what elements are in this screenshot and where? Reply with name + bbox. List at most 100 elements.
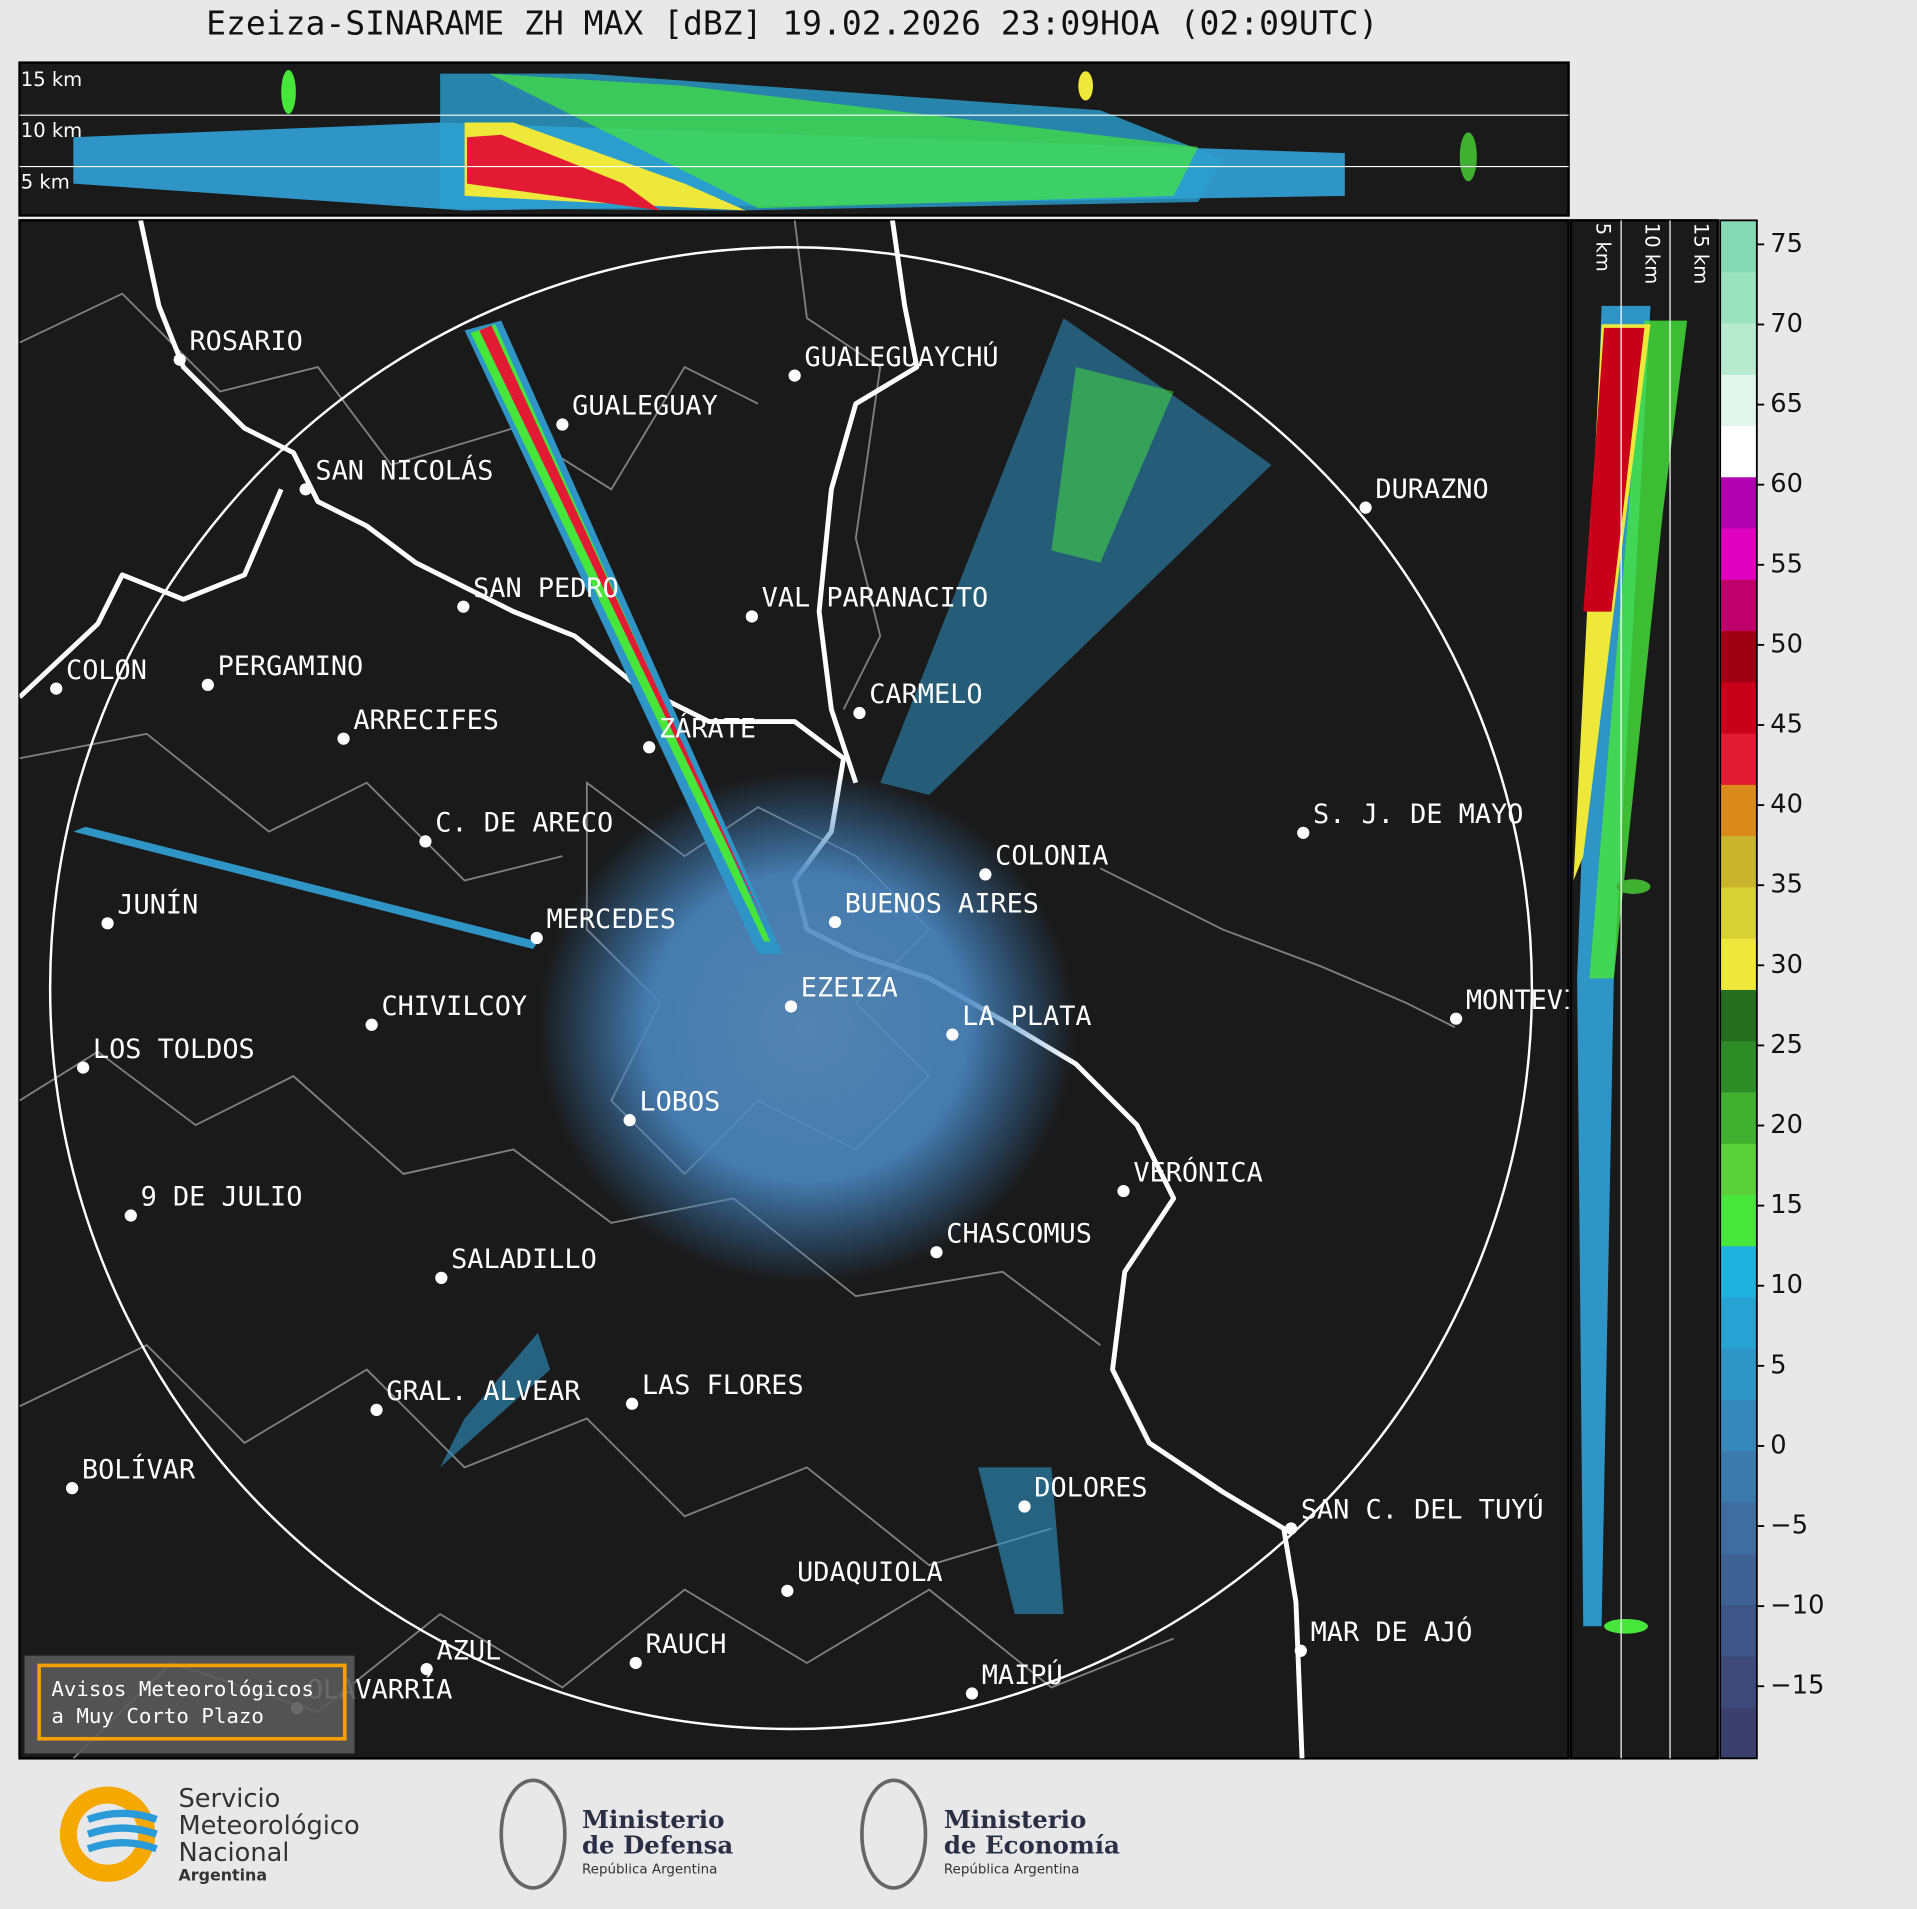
logo-text: República Argentina [582, 1861, 717, 1877]
city-label: MAR DE AJÓ [1311, 1616, 1473, 1648]
city-label: UDAQUIOLA [797, 1557, 943, 1588]
city-label: ROSARIO [189, 326, 302, 357]
city-label: MAIPÚ [982, 1659, 1063, 1691]
city-dot [979, 868, 992, 881]
colorbar-tick-label: −5 [1770, 1511, 1808, 1541]
city-dot [66, 1482, 79, 1495]
colorbar-frame [1719, 219, 1758, 1760]
colorbar-band [1720, 1245, 1757, 1298]
city-dot [853, 706, 866, 720]
colorbar-band [1720, 322, 1757, 375]
city-dot [625, 1397, 639, 1410]
logo-text: de Economía [944, 1831, 1120, 1860]
city-dot [623, 1114, 636, 1127]
colorbar-band [1720, 271, 1757, 324]
colorbar-band [1720, 784, 1757, 837]
city-label: BUENOS AIRES [845, 888, 1039, 919]
colorbar-tick-label: 60 [1770, 469, 1803, 499]
city-label: LOS TOLDOS [93, 1034, 255, 1065]
city-label: CHIVILCOY [381, 991, 527, 1022]
colorbar-band [1720, 579, 1757, 632]
city-label: EZEIZA [801, 973, 898, 1004]
city-dot [530, 931, 543, 945]
city-label: LAS FLORES [642, 1370, 804, 1401]
city-label: GUALEGUAYCHÚ [804, 341, 998, 373]
colorbar-tick-label: 25 [1770, 1030, 1803, 1060]
city-dot [965, 1687, 979, 1700]
city-label: ZÁRATE [659, 712, 756, 744]
section-label: 10 km [1641, 223, 1664, 284]
map: ROSARIO GUALEGUAYCHÚ GUALEGUAY SAN NICOLÁS D… [18, 219, 1570, 1760]
city-label: GUALEGUAY [572, 391, 718, 422]
logo-text: Ministerio [582, 1805, 724, 1834]
colorbar-tick-label: 65 [1770, 389, 1803, 419]
city-label: DOLORES [1034, 1473, 1147, 1504]
city-dot [370, 1403, 383, 1417]
colorbar-band [1720, 1194, 1757, 1247]
colorbar-tick-label: 55 [1770, 549, 1803, 579]
city-label: S. J. DE MAYO [1313, 799, 1523, 830]
city-label: RAUCH [646, 1629, 727, 1660]
city-label: SAN NICOLÁS [315, 455, 493, 487]
colorbar-tick-label: −15 [1770, 1671, 1824, 1701]
city-dot [930, 1246, 943, 1259]
city-label: SALADILLO [451, 1244, 597, 1275]
city-dot [1284, 1522, 1298, 1535]
colorbar-band [1720, 1502, 1757, 1554]
city-label: C. DE ARECO [435, 808, 613, 839]
city-label: BOLÍVAR [82, 1453, 196, 1485]
colorbar-band [1720, 1348, 1757, 1401]
colorbar-tick-label: −10 [1770, 1591, 1824, 1621]
city-label: PERGAMINO [218, 651, 364, 682]
city-dot [365, 1018, 378, 1031]
colorbar-tick-label: 10 [1770, 1270, 1803, 1300]
notice-box: Avisos Meteorológicos a Muy Corto Plazo [24, 1655, 355, 1754]
colorbar-tick-label: 40 [1770, 790, 1803, 820]
colorbar-band [1720, 886, 1757, 939]
city-label: CARMELO [869, 679, 982, 710]
colorbar-band [1720, 220, 1757, 273]
city-dot [124, 1209, 137, 1222]
city-dot [435, 1271, 448, 1284]
city-label: COLONIA [995, 841, 1108, 872]
city-dot [629, 1656, 642, 1670]
colorbar-band [1720, 1604, 1757, 1657]
colorbar-band [1720, 527, 1757, 580]
city-dot [201, 678, 214, 692]
city-label: SAN C. DEL TUYÚ [1301, 1494, 1544, 1526]
colorbar-tick-label: 70 [1770, 309, 1803, 339]
logo-text: Meteorológico [178, 1811, 359, 1841]
colorbar-band [1720, 1553, 1757, 1606]
city-dot [1359, 501, 1372, 514]
colorbar-tick-label: 45 [1770, 709, 1803, 739]
city-dot [419, 835, 432, 848]
logo-text: Ministerio [944, 1805, 1086, 1834]
logo-text: Nacional [178, 1838, 289, 1868]
city-dot [1117, 1184, 1130, 1198]
colorbar-tick-label: 5 [1770, 1350, 1786, 1380]
colorbar-band [1720, 989, 1757, 1042]
section-label: 15 km [1689, 223, 1712, 284]
title: Ezeiza-SINARAME ZH MAX [dBZ] 19.02.2026 … [206, 4, 1378, 43]
top-section: 15 km 10 km 5 km [18, 61, 1570, 217]
colorbar-band [1720, 733, 1757, 785]
colorbar-band [1720, 1040, 1757, 1093]
city-label: SAN PEDRO [473, 573, 619, 604]
city-dot [50, 682, 63, 695]
colorbar-band [1720, 1450, 1757, 1503]
colorbar-tick-label: 75 [1770, 229, 1803, 259]
colorbar-band [1720, 630, 1757, 683]
colorbar-band [1720, 1296, 1757, 1349]
city-dot [299, 483, 312, 496]
section-label: 5 km [21, 171, 70, 194]
colorbar-band [1720, 681, 1757, 734]
city-label: 9 DE JULIO [141, 1182, 303, 1213]
city-dot [77, 1061, 90, 1074]
city-label: JUNÍN [117, 889, 198, 921]
section-label: 5 km [1592, 223, 1615, 272]
city-dot [643, 741, 656, 754]
logo-text: República Argentina [944, 1861, 1079, 1877]
section-label: 15 km [21, 68, 82, 91]
